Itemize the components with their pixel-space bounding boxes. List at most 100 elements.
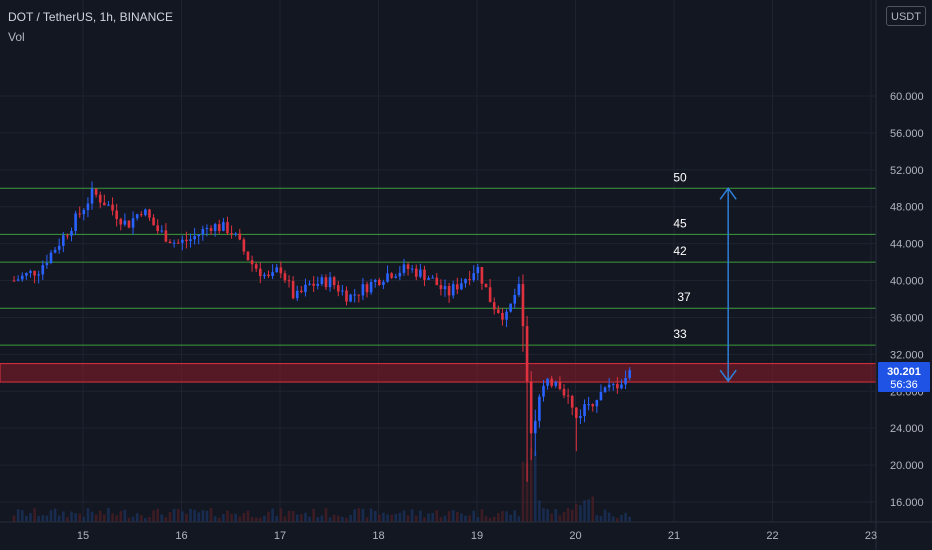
range-arrow — [719, 186, 737, 383]
candle-body — [328, 277, 332, 288]
volume-bar — [189, 508, 192, 522]
volume-bar — [316, 517, 320, 522]
candle-body — [181, 239, 184, 243]
volume-bar — [591, 496, 595, 522]
volume-bar — [554, 509, 558, 522]
candle-body — [45, 262, 49, 266]
volume-bar — [562, 511, 566, 522]
volume-bar — [611, 516, 615, 522]
volume-indicator-label[interactable]: Vol — [8, 30, 25, 44]
candle-body — [562, 388, 566, 396]
candle-body — [70, 231, 73, 236]
volume-bar — [427, 513, 430, 522]
volume-bar — [168, 511, 172, 522]
price-tag-bg — [878, 361, 930, 392]
candle-body — [406, 264, 410, 270]
volume-bar — [57, 515, 61, 522]
volume-bar — [398, 512, 402, 522]
candle-body — [324, 277, 328, 288]
candle-body — [480, 267, 484, 284]
candle-body — [185, 239, 188, 242]
volume-bar — [20, 510, 24, 522]
volume-bar — [45, 515, 49, 522]
volume-bars — [12, 447, 631, 522]
volume-bar — [62, 511, 65, 522]
volume-bar — [295, 514, 299, 522]
candle-body — [139, 214, 143, 216]
candle-body — [90, 188, 94, 204]
volume-bar — [250, 516, 254, 522]
candle-body — [451, 284, 455, 296]
candle-body — [583, 404, 586, 416]
volume-bar — [431, 513, 434, 522]
volume-bar — [349, 514, 352, 522]
candle-body — [25, 272, 28, 276]
volume-bar — [620, 514, 623, 522]
candle-body — [287, 280, 291, 282]
volume-bar — [603, 509, 607, 522]
volume-bar — [246, 510, 250, 522]
currency-button[interactable]: USDT — [886, 6, 926, 26]
candle-body — [616, 383, 619, 389]
candle-body — [148, 209, 151, 218]
volume-bar — [164, 517, 168, 522]
volume-bar — [283, 516, 287, 522]
horizontal-levels: 50 45 42 37 33 — [0, 170, 876, 346]
candle-body — [172, 242, 176, 244]
volume-bar — [263, 515, 266, 522]
volume-bar — [382, 512, 385, 522]
volume-bar — [111, 513, 114, 522]
volume-bar — [525, 463, 529, 522]
volume-bar — [103, 514, 106, 522]
price-tick-label: 24.000 — [890, 423, 924, 435]
volume-bar — [312, 508, 315, 522]
volume-bar — [193, 509, 196, 522]
candle-body — [156, 225, 159, 231]
price-tick-label: 52.000 — [890, 165, 924, 177]
candle-body — [217, 224, 221, 231]
candle-body — [94, 188, 98, 195]
time-tick-label: 21 — [668, 530, 680, 542]
volume-bar — [497, 513, 500, 522]
volume-bar — [275, 515, 279, 522]
volume-bar — [148, 516, 151, 522]
candle-body — [423, 269, 426, 280]
volume-bar — [66, 517, 69, 522]
volume-bar — [369, 508, 373, 522]
candle-body — [74, 213, 77, 232]
volume-bar — [336, 515, 340, 522]
volume-bar — [300, 514, 303, 522]
price-tick-label: 44.000 — [890, 239, 924, 251]
candle-body — [152, 217, 155, 226]
volume-bar — [127, 517, 131, 522]
price-tick-label: 48.000 — [890, 202, 924, 214]
volume-bar — [70, 511, 73, 522]
volume-bar — [546, 509, 549, 522]
candle-body — [472, 273, 476, 281]
candle-body — [263, 274, 266, 277]
volume-bar — [324, 508, 328, 522]
candle-body — [78, 213, 82, 215]
time-axis[interactable]: 15 16 17 18 19 20 21 22 23 — [0, 521, 932, 542]
volume-bar — [271, 508, 274, 522]
volume-bar — [517, 516, 521, 522]
candle-body — [193, 236, 196, 240]
volume-bar — [472, 510, 476, 522]
candle-body — [529, 381, 533, 434]
symbol-title[interactable]: DOT / TetherUS, 1h, BINANCE — [8, 10, 173, 24]
volume-bar — [599, 515, 603, 522]
candle-body — [394, 276, 398, 278]
candle-body — [538, 396, 541, 421]
volume-bar — [238, 516, 242, 522]
volume-bar — [287, 510, 291, 522]
volume-bar — [328, 517, 332, 522]
volume-bar — [107, 508, 110, 522]
candle-body — [37, 274, 40, 276]
volume-bar — [509, 514, 512, 522]
candle-body — [488, 287, 492, 303]
candle-body — [295, 290, 299, 299]
volume-bar — [119, 511, 123, 522]
price-tick-label: 32.000 — [890, 349, 924, 361]
price-axis[interactable]: 16.00020.00024.00028.00032.00036.00040.0… — [875, 0, 924, 550]
